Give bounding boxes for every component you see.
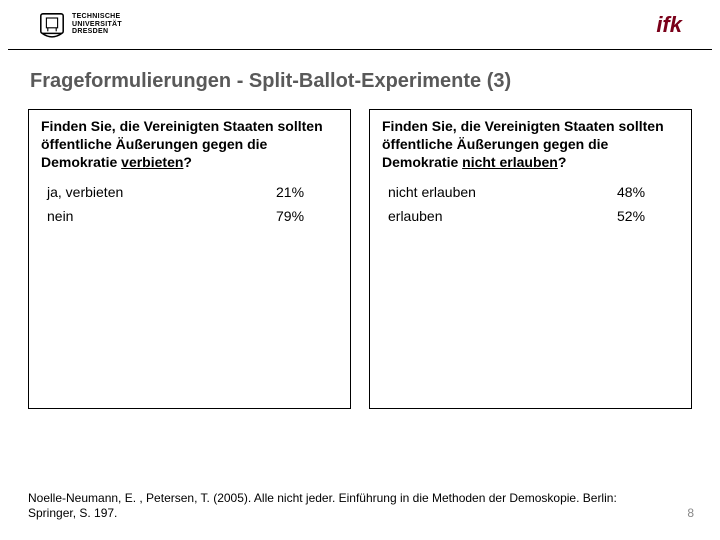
left-results: ja, verbieten 21% nein 79% <box>41 182 338 226</box>
result-value: 79% <box>276 208 330 224</box>
result-label: nicht erlauben <box>388 184 617 200</box>
citation: Noelle-Neumann, E. , Petersen, T. (2005)… <box>28 491 660 522</box>
slide-title: Frageformulierungen - Split-Ballot-Exper… <box>30 70 690 93</box>
page-number: 8 <box>687 506 694 520</box>
ifk-wordmark: ifk <box>656 12 682 38</box>
result-value: 21% <box>276 184 330 200</box>
tud-line2: UNIVERSITÄT <box>72 21 122 28</box>
slide-header: TECHNISCHE UNIVERSITÄT DRESDEN ifk <box>8 0 712 50</box>
right-results: nicht erlauben 48% erlauben 52% <box>382 182 679 226</box>
tud-wordmark: TECHNISCHE UNIVERSITÄT DRESDEN <box>72 13 122 35</box>
left-q-post: ? <box>183 154 192 170</box>
left-panel: Finden Sie, die Vereinigten Staaten soll… <box>28 109 351 409</box>
table-row: erlauben 52% <box>382 206 679 226</box>
right-panel: Finden Sie, die Vereinigten Staaten soll… <box>369 109 692 409</box>
tud-logo: TECHNISCHE UNIVERSITÄT DRESDEN <box>38 11 122 39</box>
result-value: 52% <box>617 208 671 224</box>
left-question: Finden Sie, die Vereinigten Staaten soll… <box>41 118 338 172</box>
tud-line1: TECHNISCHE <box>72 13 122 20</box>
tud-shield-icon <box>38 11 66 39</box>
result-value: 48% <box>617 184 671 200</box>
result-label: nein <box>47 208 276 224</box>
tud-line3: DRESDEN <box>72 28 122 35</box>
table-row: ja, verbieten 21% <box>41 182 338 202</box>
table-row: nicht erlauben 48% <box>382 182 679 202</box>
table-row: nein 79% <box>41 206 338 226</box>
right-q-post: ? <box>558 154 567 170</box>
title-area: Frageformulierungen - Split-Ballot-Exper… <box>0 50 720 109</box>
right-q-em: nicht erlauben <box>462 154 558 170</box>
ifk-logo: ifk <box>656 12 682 38</box>
right-question: Finden Sie, die Vereinigten Staaten soll… <box>382 118 679 172</box>
result-label: ja, verbieten <box>47 184 276 200</box>
left-q-em: verbieten <box>121 154 183 170</box>
content-area: Finden Sie, die Vereinigten Staaten soll… <box>0 109 720 409</box>
result-label: erlauben <box>388 208 617 224</box>
